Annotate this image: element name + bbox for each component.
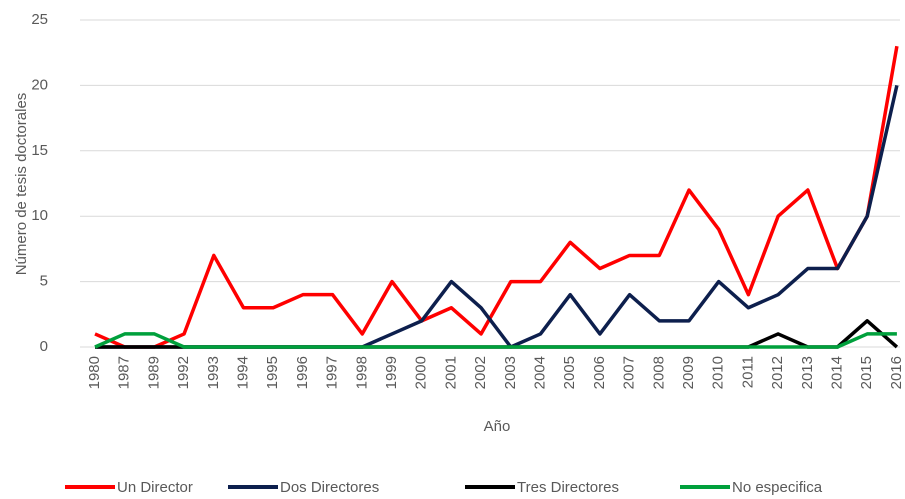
x-tick-label: 2006 bbox=[591, 356, 608, 389]
x-tick-label: 2011 bbox=[739, 356, 756, 388]
y-axis-label: Número de tesis doctorales bbox=[13, 93, 30, 276]
x-tick-label: 2008 bbox=[650, 356, 667, 389]
x-tick-label: 1996 bbox=[294, 356, 311, 389]
x-tick-label: 2009 bbox=[680, 356, 697, 389]
x-tick-label: 1997 bbox=[324, 356, 341, 389]
legend-label: Dos Directores bbox=[280, 479, 379, 496]
x-tick-label: 1992 bbox=[175, 356, 192, 389]
x-tick-label: 2004 bbox=[531, 356, 548, 389]
x-tick-label: 2013 bbox=[799, 356, 816, 389]
x-tick-label: 2007 bbox=[621, 356, 638, 389]
y-tick-label: 25 bbox=[31, 11, 48, 28]
x-tick-label: 1994 bbox=[234, 356, 251, 389]
x-tick-label: 2012 bbox=[769, 356, 786, 389]
x-tick-label: 2001 bbox=[442, 356, 459, 389]
x-tick-label: 1999 bbox=[383, 356, 400, 389]
x-tick-label: 2005 bbox=[561, 356, 578, 389]
legend-label: Tres Directores bbox=[517, 479, 619, 496]
x-tick-label: 2003 bbox=[502, 356, 519, 389]
x-tick-label: 1993 bbox=[205, 356, 222, 389]
x-tick-label: 2015 bbox=[858, 356, 875, 389]
x-tick-label: 2016 bbox=[888, 356, 905, 389]
x-tick-label: 2002 bbox=[472, 356, 489, 389]
x-tick-label: 2014 bbox=[828, 356, 845, 389]
x-tick-label: 1995 bbox=[264, 356, 281, 389]
x-tick-label: 1998 bbox=[353, 356, 370, 389]
y-tick-label: 20 bbox=[31, 76, 48, 93]
x-tick-label: 2010 bbox=[710, 356, 727, 389]
x-tick-label: 1980 bbox=[86, 356, 103, 389]
y-tick-label: 15 bbox=[31, 142, 48, 159]
y-tick-label: 10 bbox=[31, 207, 48, 224]
y-tick-label: 0 bbox=[40, 338, 48, 355]
x-tick-label: 1987 bbox=[116, 356, 133, 389]
series-line bbox=[94, 45, 899, 349]
x-axis-label: Año bbox=[484, 418, 511, 435]
legend-label: Un Director bbox=[117, 479, 193, 496]
legend-label: No especifica bbox=[732, 479, 823, 496]
y-tick-label: 5 bbox=[40, 273, 48, 290]
x-tick-label: 1989 bbox=[145, 356, 162, 389]
x-tick-label: 2000 bbox=[413, 356, 430, 389]
series-line bbox=[94, 332, 897, 349]
